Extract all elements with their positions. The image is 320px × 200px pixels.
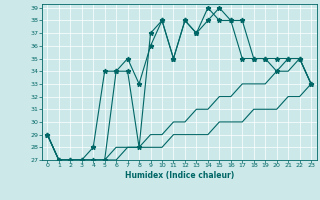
X-axis label: Humidex (Indice chaleur): Humidex (Indice chaleur) <box>124 171 234 180</box>
